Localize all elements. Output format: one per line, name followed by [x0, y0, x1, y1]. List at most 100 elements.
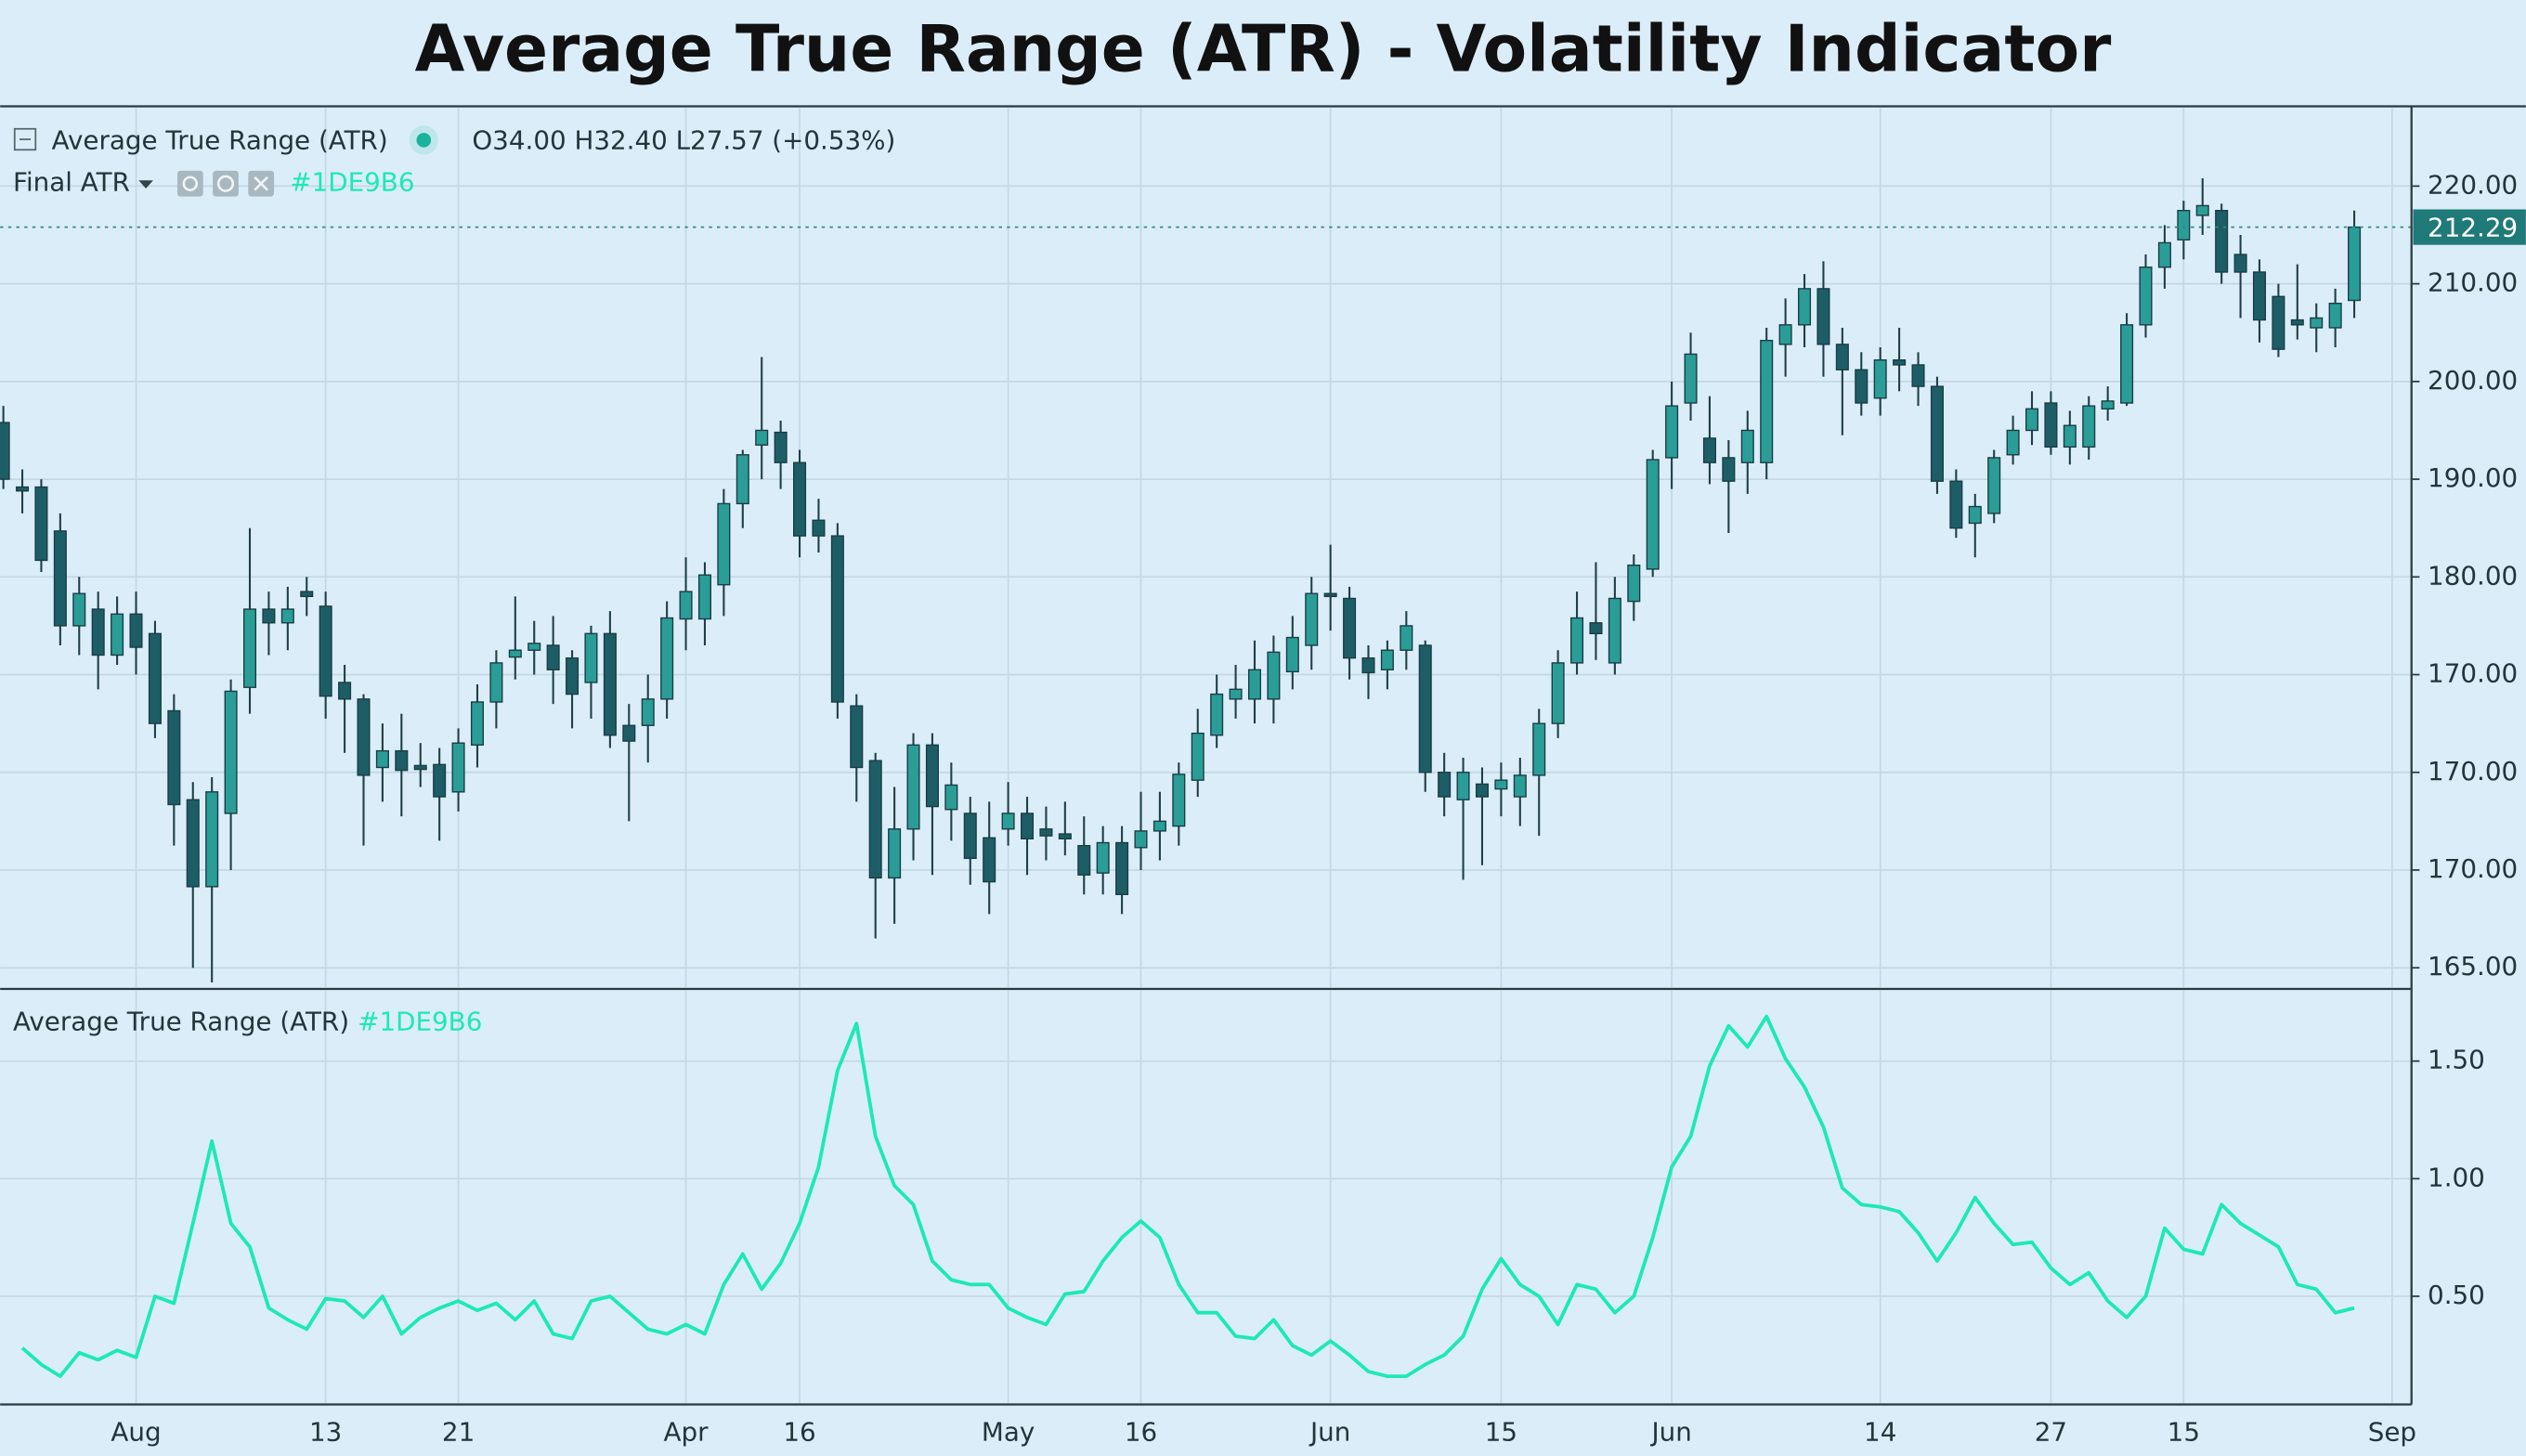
candle-body — [16, 486, 30, 492]
candle-body — [1740, 429, 1754, 463]
candle-body — [906, 744, 920, 830]
candle-body — [413, 764, 427, 771]
grid-layer — [0, 108, 2412, 1405]
candle-body — [1361, 656, 1375, 674]
candle-body — [91, 608, 105, 656]
candle-body — [1722, 457, 1736, 482]
candle-body — [944, 784, 958, 811]
candle-body — [2044, 402, 2058, 448]
candle-body — [2139, 266, 2153, 326]
visibility-icon[interactable] — [213, 170, 239, 197]
candle-body — [2025, 408, 2039, 432]
candle-body — [2063, 424, 2077, 448]
candle-body — [167, 709, 181, 806]
candle-body — [2252, 271, 2267, 321]
candle-body — [1551, 662, 1565, 724]
candle-body — [2272, 295, 2285, 350]
settings-glyph — [182, 176, 199, 191]
candle-body — [1646, 459, 1660, 570]
candle-body — [53, 530, 67, 627]
candle-body — [830, 535, 844, 703]
candle-body — [1134, 830, 1148, 849]
pane-legend-color: #1DE9B6 — [358, 1006, 482, 1036]
x-tick-label: 14 — [1864, 1417, 1896, 1448]
candle-body — [1608, 597, 1621, 664]
candle-body — [1570, 617, 1584, 664]
candle-body — [1191, 732, 1204, 781]
y-tick-label: 165.00 — [2428, 951, 2518, 982]
candle-body — [1968, 505, 1982, 525]
candle-body — [1893, 359, 1907, 366]
candle-body — [1513, 774, 1527, 798]
candle-body — [1456, 772, 1470, 800]
candle-body — [1247, 669, 1262, 700]
candle-body — [357, 698, 371, 776]
candle-body — [2215, 210, 2229, 273]
candle-body — [660, 617, 674, 700]
x-tick-label: 15 — [2168, 1417, 2200, 1448]
candle-body — [1285, 636, 1299, 673]
candle-body — [2348, 226, 2362, 302]
study-name[interactable]: Final ATR — [13, 167, 130, 198]
candle-body — [1001, 812, 1015, 830]
candle-body — [2006, 429, 2020, 456]
candle-body — [2310, 317, 2324, 329]
candle-body — [0, 422, 10, 480]
candle-body — [1855, 369, 1868, 404]
candle-body — [2177, 210, 2191, 240]
candle-body — [1930, 385, 1944, 482]
candle-body — [34, 486, 48, 562]
y-tick-label: 1.00 — [2428, 1162, 2485, 1192]
candle-body — [1323, 592, 1337, 598]
candle-body — [546, 644, 560, 670]
last-price-badge — [2413, 209, 2526, 245]
candle-body — [1380, 649, 1394, 670]
candle-body — [736, 454, 749, 505]
visibility-glyph — [216, 175, 235, 192]
y-tick-label: 1.50 — [2428, 1045, 2485, 1075]
x-tick-label: 15 — [1485, 1417, 1517, 1448]
settings-icon[interactable] — [176, 170, 203, 197]
dropdown-caret[interactable] — [138, 180, 153, 188]
candle-body — [1172, 774, 1186, 827]
candle-body — [2328, 302, 2342, 329]
candle-body — [2157, 241, 2171, 268]
candle-body — [280, 608, 294, 624]
candle-body — [1020, 812, 1035, 840]
candle-body — [2082, 405, 2096, 448]
candle-body — [1115, 841, 1129, 895]
atr-line — [20, 1014, 2355, 1379]
collapse-icon[interactable] — [13, 127, 37, 151]
candle-body — [1684, 353, 1698, 404]
candle-body — [1229, 688, 1243, 700]
candle-body — [888, 828, 902, 879]
candle-body — [1305, 592, 1319, 646]
chart-title: Average True Range (ATR) - Volatility In… — [415, 12, 2113, 86]
candle-body — [1475, 783, 1489, 798]
candle-body — [2101, 400, 2115, 410]
candle-body — [527, 643, 541, 651]
candle-body — [1911, 364, 1925, 387]
marks-layer — [0, 177, 2412, 1379]
candle-body — [1039, 828, 1053, 837]
candle-body — [433, 763, 447, 798]
x-tick-label: 21 — [442, 1417, 475, 1448]
x-tick-label: Aug — [111, 1417, 161, 1448]
candle-body — [584, 632, 598, 683]
candle-body — [1627, 564, 1641, 603]
candle-body — [1816, 288, 1830, 345]
candle-body — [375, 749, 389, 769]
candle-body — [489, 662, 503, 703]
legend-values: O34.00 H32.40 L27.57 (+0.53%) — [472, 125, 895, 156]
y-tick-label: 190.00 — [2428, 462, 2518, 493]
x-tick-label: May — [982, 1417, 1035, 1448]
y-tick-label: 170.00 — [2428, 756, 2518, 786]
candle-body — [1418, 644, 1432, 774]
status-dot — [416, 133, 432, 148]
x-tick-label: Sep — [2368, 1417, 2416, 1448]
candle-body — [1532, 722, 1546, 776]
candle-body — [205, 791, 219, 888]
candle-body — [1077, 844, 1091, 876]
